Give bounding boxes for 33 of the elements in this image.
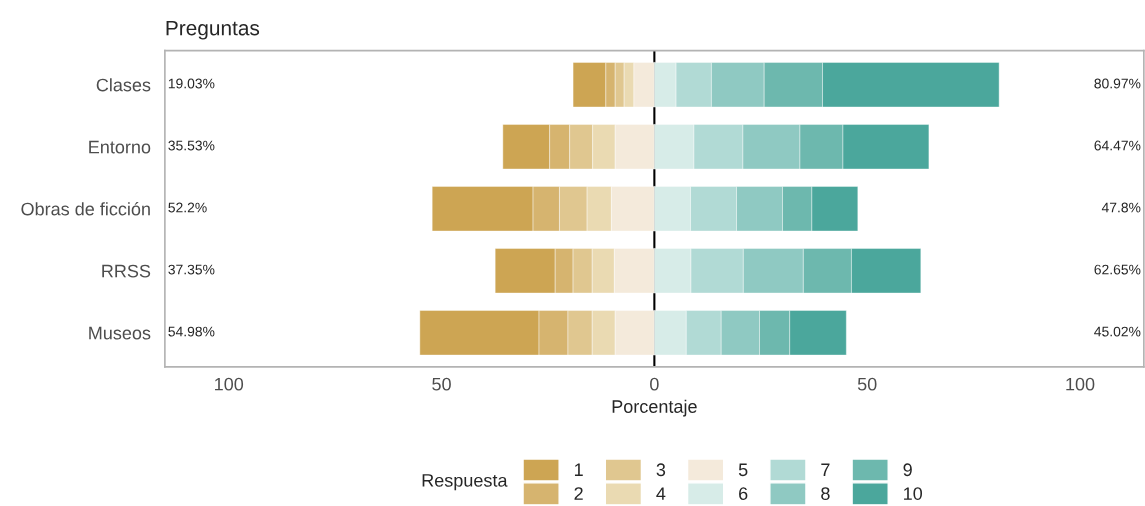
x-axis-title: Porcentaje <box>612 399 697 417</box>
y-tick-label: Clases <box>96 78 151 92</box>
legend-label: 2 <box>574 487 583 500</box>
legend-label: 3 <box>656 463 666 477</box>
legend-label: 6 <box>739 487 748 500</box>
annotation: 52.2% <box>168 202 207 213</box>
legend-title: Respuesta <box>422 474 508 491</box>
annotation: 54.98% <box>168 326 215 337</box>
x-tick-label: 50 <box>857 377 877 391</box>
legend-label: 10 <box>904 487 923 500</box>
annotation: 64.47% <box>1094 140 1141 151</box>
x-tick-label: 100 <box>215 377 244 391</box>
y-tick-label: Obras de ficción <box>21 201 150 216</box>
annotation: 37.35% <box>168 264 215 275</box>
legend-label: 9 <box>903 463 912 477</box>
legend-label: 5 <box>738 463 748 477</box>
annotation: 62.65% <box>1094 264 1141 275</box>
x-tick-label: 100 <box>1066 377 1095 391</box>
legend-label: 1 <box>574 463 583 476</box>
annotation: 45.02% <box>1094 326 1141 337</box>
annotation: 80.97% <box>1094 78 1141 89</box>
annotation: 47.8% <box>1101 202 1141 213</box>
y-tick-label: Entorno <box>89 140 151 154</box>
y-axis-title: Preguntas <box>166 20 260 40</box>
annotation: 19.03% <box>168 78 215 89</box>
legend-label: 8 <box>821 487 830 500</box>
x-tick-label: 0 <box>650 377 659 391</box>
x-tick-label: 50 <box>432 377 451 391</box>
annotation: 35.53% <box>168 140 215 151</box>
legend-label: 4 <box>656 487 666 500</box>
legend-label: 7 <box>821 463 830 476</box>
y-tick-label: RRSS <box>102 264 151 278</box>
y-tick-label: Museos <box>89 326 151 340</box>
